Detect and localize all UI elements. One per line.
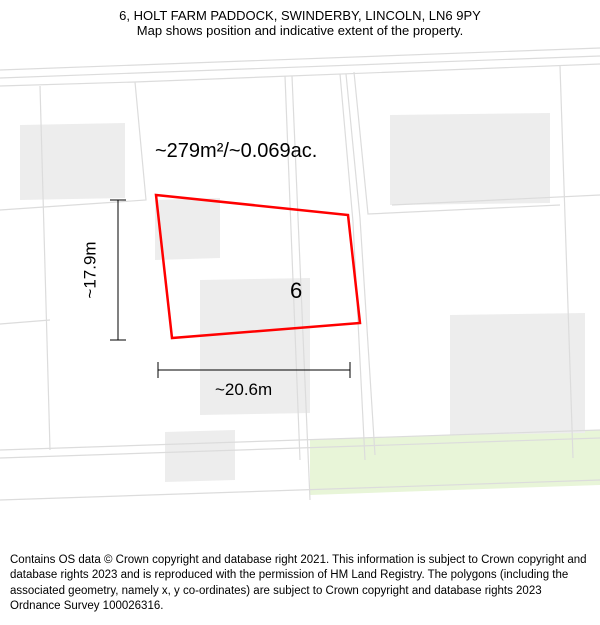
height-dimension-label: ~17.9m xyxy=(81,241,101,298)
page-subtitle: Map shows position and indicative extent… xyxy=(20,23,580,38)
copyright-footer: Contains OS data © Crown copyright and d… xyxy=(0,547,600,625)
width-dimension-label: ~20.6m xyxy=(215,380,272,400)
area-label: ~279m²/~0.069ac. xyxy=(155,140,317,163)
page-title: 6, HOLT FARM PADDOCK, SWINDERBY, LINCOLN… xyxy=(20,8,580,23)
header: 6, HOLT FARM PADDOCK, SWINDERBY, LINCOLN… xyxy=(0,0,600,42)
map-canvas: ~279m²/~0.069ac. ~17.9m ~20.6m 6 xyxy=(0,0,600,540)
property-number-label: 6 xyxy=(290,278,302,304)
